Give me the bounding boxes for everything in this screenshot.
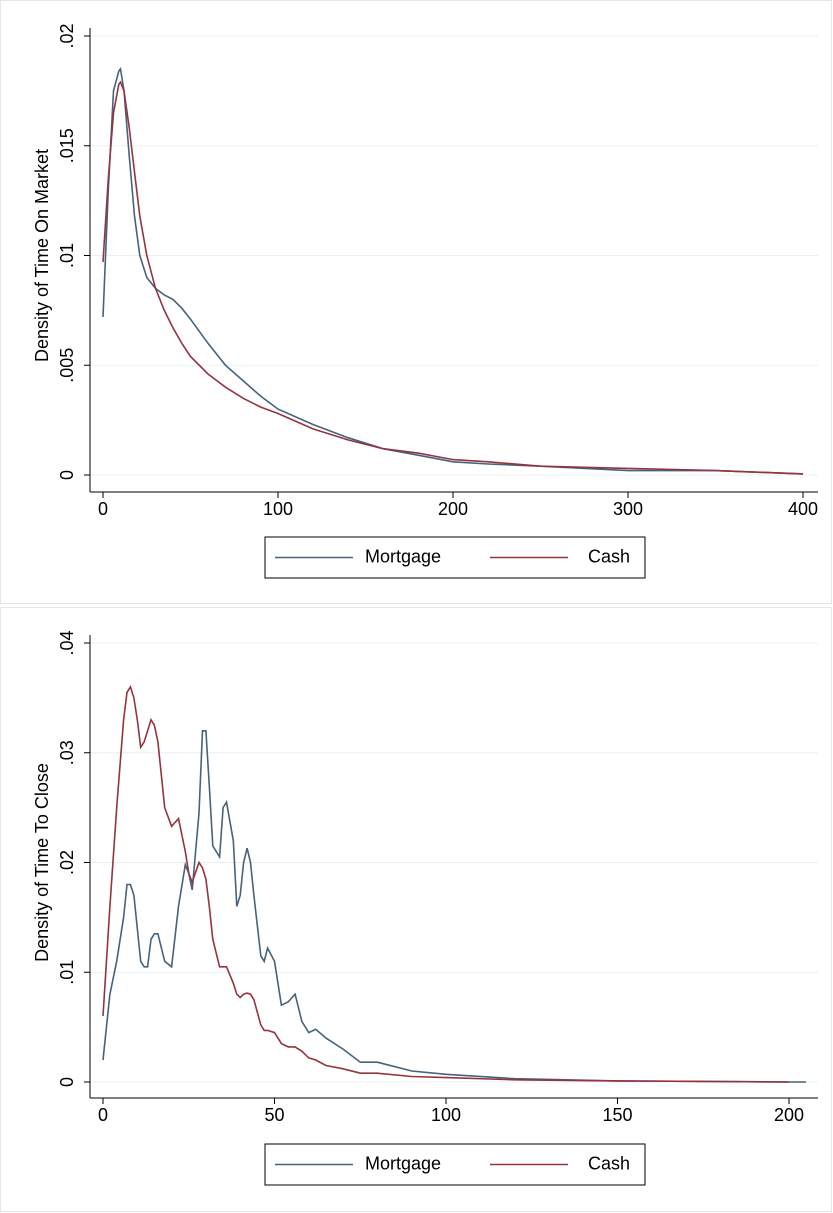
legend-label: Mortgage [365,1153,441,1173]
y-axis-title: Density of Time To Close [32,763,52,962]
y-tick-label: .03 [57,740,77,765]
x-tick-label: 50 [264,1105,284,1125]
y-tick-label: .02 [57,850,77,875]
y-tick-label: .01 [57,243,77,268]
line-series [102,66,804,475]
y-tick-label: 0 [57,1077,77,1087]
x-tick-label: 400 [788,499,818,519]
y-tick-label: .02 [57,23,77,48]
line-series [102,684,790,1083]
x-tick-label: 0 [98,499,108,519]
y-tick-label: .01 [57,960,77,985]
legend-label: Cash [588,1153,630,1173]
x-tick-label: 150 [602,1105,632,1125]
x-tick-label: 100 [431,1105,461,1125]
x-tick-label: 200 [774,1105,804,1125]
panel [0,0,832,604]
y-axis-title: Density of Time On Market [32,149,52,362]
x-tick-label: 100 [263,499,293,519]
y-tick-label: .005 [57,348,77,383]
line-series [102,80,804,475]
x-tick-label: 200 [438,499,468,519]
x-tick-label: 300 [613,499,643,519]
y-tick-label: 0 [57,470,77,480]
y-tick-label: .04 [57,630,77,655]
y-tick-label: .015 [57,128,77,163]
line-series [102,730,807,1083]
legend-label: Mortgage [365,546,441,566]
x-tick-label: 0 [98,1105,108,1125]
panel [0,607,832,1212]
legend-label: Cash [588,546,630,566]
